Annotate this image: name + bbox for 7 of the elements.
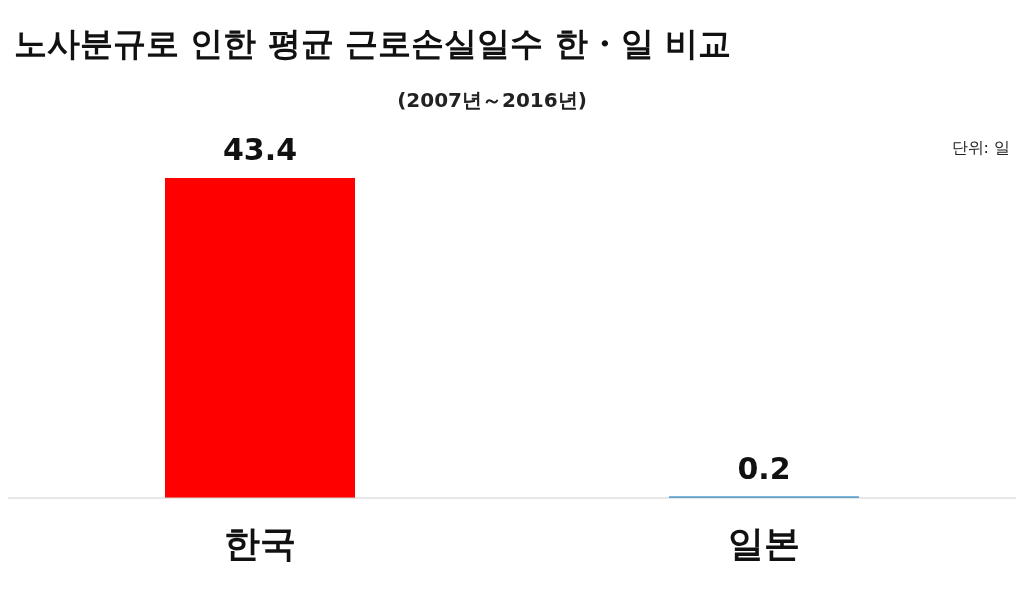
chart-subtitle: (2007년～2016년) — [396, 87, 588, 114]
data-label: 0.2 — [737, 450, 791, 486]
text: 단위: 일 — [951, 138, 1010, 159]
chart-title: 노사분규로 인한 평균 근로손실일수 한・일 비교 — [13, 23, 733, 65]
x-tick-label: 일본 — [728, 522, 800, 564]
data-label: 43.4 — [222, 132, 298, 167]
x-tick-label: 한국 — [224, 522, 296, 564]
